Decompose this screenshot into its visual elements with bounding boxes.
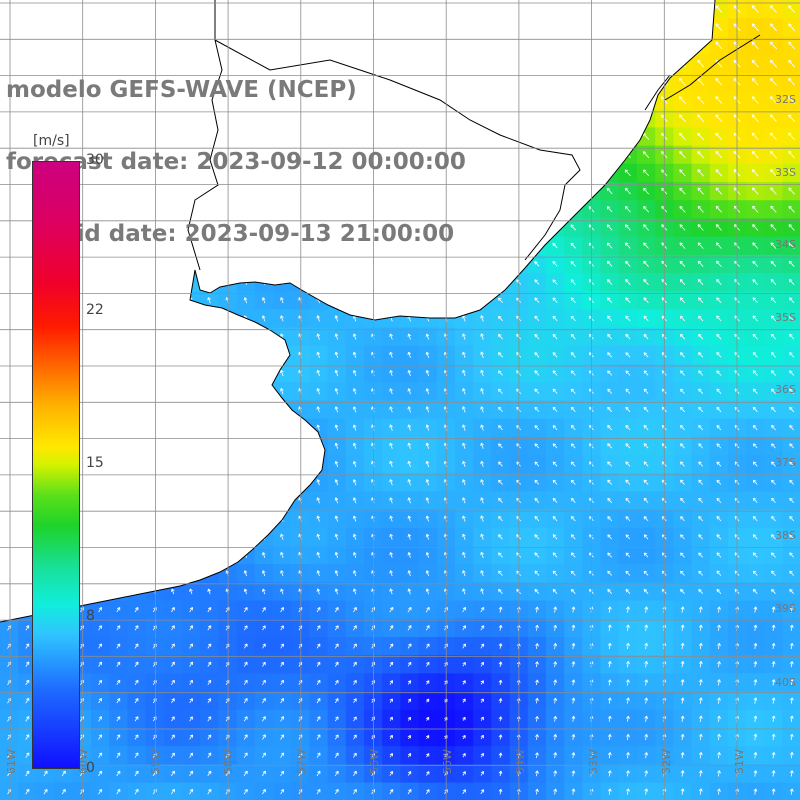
lat-label: 37S — [775, 456, 796, 469]
field-cell — [782, 127, 800, 147]
lat-label: 32S — [775, 93, 796, 106]
wind-arrow — [751, 23, 759, 32]
wind-arrow — [715, 23, 723, 32]
field-cell — [782, 364, 800, 383]
colorbar-tick-30: 30 — [86, 152, 104, 168]
field-cell — [782, 400, 800, 420]
field-cell — [782, 109, 800, 128]
field-cell — [782, 273, 800, 292]
colorbar-unit-label: [m/s] — [33, 133, 70, 149]
field-cell — [782, 309, 800, 329]
field-cell — [782, 182, 800, 201]
wind-arrow — [715, 41, 723, 50]
lat-label: 34S — [775, 238, 796, 251]
field-cell — [782, 54, 800, 74]
colorbar — [32, 161, 80, 769]
field-cell — [782, 236, 800, 256]
field-cell — [782, 145, 800, 165]
lon-label: 52W — [660, 749, 673, 774]
wind-arrow — [715, 5, 723, 13]
field-cell — [782, 436, 800, 456]
field-cell — [782, 546, 800, 565]
lon-label: 57W — [295, 749, 308, 774]
lat-label: 36S — [775, 383, 796, 396]
wind-arrow — [751, 5, 759, 13]
wind-arrow — [788, 41, 796, 50]
wind-arrow — [751, 41, 759, 50]
field-cell — [782, 91, 800, 110]
lon-label: 59W — [149, 749, 162, 774]
colorbar-tick-0: 0 — [86, 760, 95, 776]
lat-label: 33S — [775, 166, 796, 179]
wind-arrow — [788, 23, 796, 32]
colorbar-tick-22: 22 — [86, 302, 104, 318]
wind-arrow — [788, 59, 796, 68]
field-cell — [782, 218, 800, 238]
field-cell — [782, 782, 800, 800]
field-cell — [782, 18, 800, 37]
field-cell — [782, 0, 800, 19]
lon-label: 53W — [587, 749, 600, 774]
lon-label: 58W — [222, 749, 235, 774]
lon-label: 51W — [733, 749, 746, 774]
lon-label: 54W — [514, 749, 527, 774]
field-cell — [782, 72, 800, 92]
wind-arrow — [769, 59, 777, 68]
wind-arrow — [751, 59, 759, 68]
lon-label: 61W — [5, 749, 18, 774]
wind-arrow — [697, 59, 705, 68]
colorbar-tick-15: 15 — [86, 455, 104, 471]
field-cell — [782, 327, 800, 347]
field-cell — [782, 582, 800, 602]
wind-arrow — [770, 23, 777, 32]
wind-arrow — [769, 41, 777, 50]
field-cell — [782, 491, 800, 511]
colorbar-tick-8: 8 — [86, 608, 95, 624]
field-cell — [782, 473, 800, 492]
lon-label: 55W — [441, 749, 454, 774]
field-cell — [782, 527, 800, 547]
lat-label: 40S — [775, 676, 796, 689]
lat-label: 38S — [775, 529, 796, 542]
lat-label: 35S — [775, 311, 796, 324]
field-cell — [782, 163, 800, 183]
lon-label: 56W — [368, 749, 381, 774]
field-cell — [782, 36, 800, 56]
wind-arrow — [770, 5, 777, 13]
field-cell — [782, 455, 800, 474]
field-cell — [782, 291, 800, 310]
lat-label: 39S — [775, 602, 796, 615]
field-cell — [782, 254, 800, 274]
title-model: modelo GEFS-WAVE (NCEP) — [6, 77, 357, 103]
field-cell — [782, 382, 800, 401]
field-cell — [782, 564, 800, 583]
field-cell — [782, 345, 800, 365]
field-cell — [782, 509, 800, 529]
wind-arrow — [788, 5, 796, 13]
field-cell — [782, 200, 800, 219]
field-cell — [782, 418, 800, 438]
